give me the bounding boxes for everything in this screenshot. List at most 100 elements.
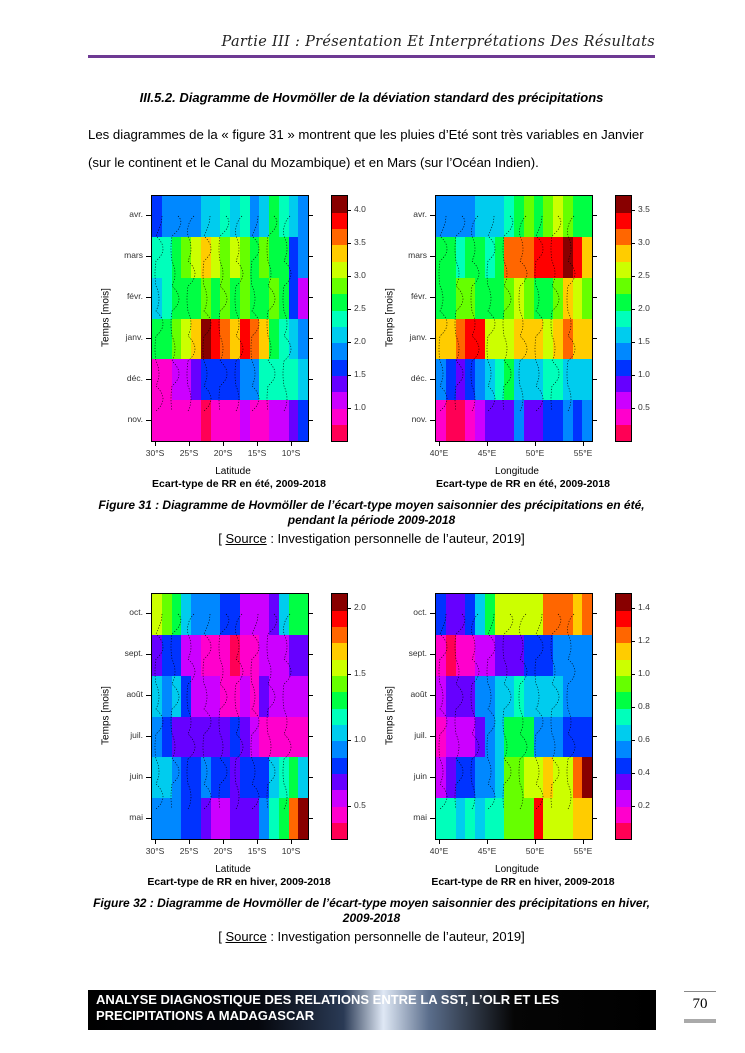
colorbar-segment [616,326,631,344]
heatmap-cell [504,757,515,799]
contour-line [502,215,514,412]
colorbar-tick-label: 0.6 [638,734,650,744]
y-tick-right [592,378,597,380]
colorbar-segment [616,343,631,360]
heatmap-cell [220,277,231,320]
heatmap-cell [436,359,447,401]
contour-line [186,215,196,412]
colorbar-tick [631,342,635,343]
heatmap-cell [582,277,592,320]
heatmap-cell [249,634,260,677]
heatmap-cell [484,716,496,758]
heatmap-cell [239,716,251,758]
y-tick-label: déc. [126,372,143,383]
y-tick-right [308,654,313,656]
colorbar-tick-label: 0.5 [638,402,650,413]
colorbar-tick [347,308,351,310]
y-tick-right [592,256,597,258]
heatmap-cell [220,757,231,799]
contour-line [170,613,182,810]
x-tick [155,441,156,446]
heatmap-cell [230,798,241,839]
heatmap-cell [543,716,554,758]
y-tick [146,776,151,778]
heatmap-cell [533,318,544,360]
page-number-rule-top [684,991,716,992]
heatmap-cell [455,196,466,238]
colorbar [331,195,348,442]
colorbar-tick-label: 0.5 [354,800,366,811]
heatmap-cell [161,277,173,320]
heatmap-cell [543,196,554,238]
y-tick-right [308,695,313,697]
heatmap-cell [298,757,308,799]
colorbar-tick [631,740,635,741]
heatmap-cell [239,277,251,320]
heatmap-cell [543,757,554,799]
x-tick [583,839,584,844]
contour-lines [438,215,576,412]
heatmap-cell [171,594,182,636]
heatmap-cell [533,594,544,636]
heatmap-cell [152,757,163,799]
heatmap-cell [465,236,476,279]
heatmap-cell [553,359,564,401]
y-tick-label: mai [129,811,143,822]
heatmap-cell [455,716,466,758]
heatmap-cell [475,716,486,758]
heatmap-cell [171,798,182,839]
colorbar-segment [332,408,347,426]
colorbar-segment [616,408,631,426]
heatmap-cell [210,757,221,799]
contour-line [170,215,182,412]
heatmap-cell [436,798,447,839]
colorbar-tick [631,706,635,708]
colorbar-segment [616,806,631,824]
contour-line [534,613,544,810]
heatmap-cell [523,318,535,360]
y-tick-right [308,419,313,421]
heatmap-cell [181,318,192,360]
x-tick-label: 25°S [179,448,199,458]
heatmap-cell [210,196,221,238]
heatmap-cell [436,236,447,279]
y-axis-label: Temps [mois] [384,287,396,347]
heatmap-cell [152,675,163,718]
heatmap-cell [298,634,308,677]
heatmap-cell [278,634,290,677]
colorbar-segment [332,610,347,628]
colorbar-tick-label: 0.8 [638,700,650,711]
heatmap-cell [436,675,447,718]
x-tick-label: 25°S [179,846,199,856]
figure-31-source: [ Source : Investigation personnelle de … [88,531,655,546]
y-tick-right [592,776,597,778]
colorbar-segment [616,675,631,693]
heatmap-cell [455,675,466,718]
colorbar-segment [616,708,631,726]
heatmap-cell [523,359,535,401]
heatmap-cell [298,359,308,401]
contour-line [518,613,528,810]
heatmap-cell [533,359,544,401]
heatmap-cell [514,400,525,441]
y-tick-label: nov. [411,413,427,424]
heatmap-cell [181,634,192,677]
y-tick [146,337,151,339]
colorbar-segment [616,822,631,840]
x-tick [439,441,440,446]
heatmap-cell [494,757,505,799]
heatmap-cell [210,318,221,360]
contour-line [234,215,244,412]
heatmap-cell [269,757,280,799]
contour-lines [154,215,292,412]
heatmap-cell [249,236,260,279]
heatmap-cell [239,359,251,401]
figure-31-caption-line-1: Figure 31 : Diagramme de Hovmöller de l’… [98,498,645,512]
heatmap-cell [582,318,592,360]
heatmap-cell [562,359,574,401]
heatmap-cell [249,798,260,839]
contour-line [454,613,466,810]
x-tick [487,839,488,844]
intro-paragraph: Les diagrammes de la « figure 31 » montr… [88,121,658,177]
heatmap-cell [514,594,525,636]
